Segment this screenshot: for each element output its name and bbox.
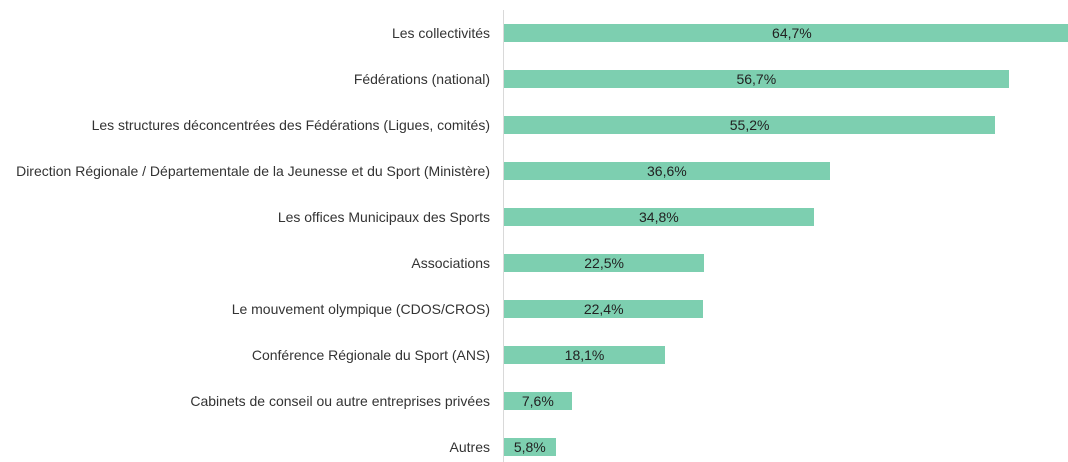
category-label: Les collectivités bbox=[391, 25, 490, 41]
value-label: 55,2% bbox=[729, 117, 770, 133]
category-label: Conférence Régionale du Sport (ANS) bbox=[251, 347, 490, 363]
category-label: Fédérations (national) bbox=[353, 71, 490, 87]
bar bbox=[504, 392, 572, 410]
category-label: Cabinets de conseil ou autre entreprises… bbox=[190, 393, 490, 409]
bar bbox=[504, 24, 1068, 42]
value-label: 7,6% bbox=[521, 393, 554, 409]
bar bbox=[504, 208, 814, 226]
category-label: Les offices Municipaux des Sports bbox=[277, 209, 490, 225]
value-label: 64,7% bbox=[772, 25, 812, 41]
category-label: Le mouvement olympique (CDOS/CROS) bbox=[231, 301, 490, 317]
value-label: 56,7% bbox=[736, 71, 777, 87]
bar bbox=[504, 438, 556, 456]
value-label: 5,8% bbox=[513, 439, 546, 455]
value-label: 22,5% bbox=[584, 255, 624, 271]
category-label: Direction Régionale / Départementale de … bbox=[16, 163, 490, 179]
bar bbox=[504, 300, 704, 318]
value-label: 18,1% bbox=[564, 347, 605, 363]
bar bbox=[504, 70, 1009, 88]
axis-line bbox=[503, 10, 504, 462]
bar bbox=[504, 346, 666, 364]
value-label: 34,8% bbox=[639, 209, 679, 225]
category-label: Associations bbox=[411, 255, 490, 271]
bar bbox=[504, 162, 830, 180]
bar bbox=[504, 254, 705, 272]
value-label: 22,4% bbox=[583, 301, 624, 317]
value-label: 36,6% bbox=[647, 163, 687, 179]
category-label: Autres bbox=[449, 439, 490, 455]
category-label: Les structures déconcentrées des Fédérat… bbox=[91, 117, 490, 133]
bar bbox=[504, 116, 996, 134]
